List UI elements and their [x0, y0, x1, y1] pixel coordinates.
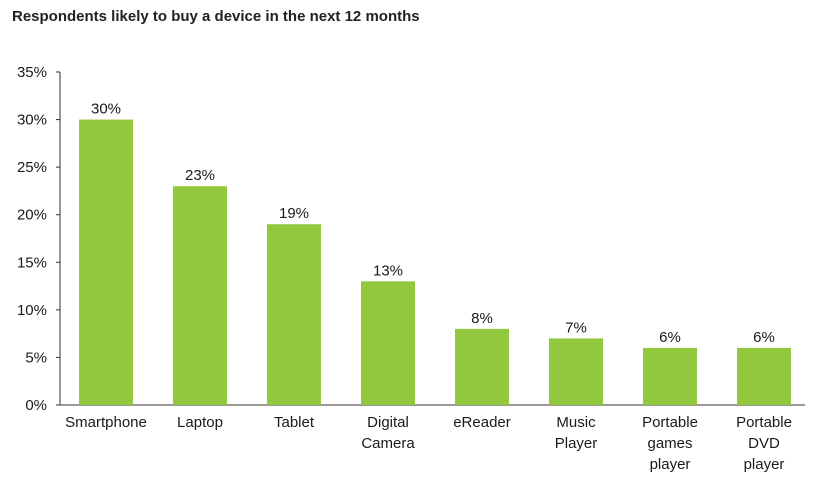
category-label: Music [556, 414, 596, 431]
category-label: Digital [367, 414, 409, 431]
bar [79, 119, 133, 406]
bars [79, 119, 791, 406]
bar [267, 224, 321, 405]
y-tick-label: 10% [17, 302, 47, 319]
chart-title: Respondents likely to buy a device in th… [12, 8, 420, 25]
data-label: 8% [471, 310, 493, 327]
bar [455, 328, 509, 405]
category-label: player [744, 456, 785, 473]
data-label: 19% [279, 205, 309, 222]
bar [549, 338, 603, 405]
category-label: Camera [361, 435, 415, 452]
bar [361, 281, 415, 405]
data-label: 13% [373, 262, 403, 279]
category-label: Portable [642, 414, 698, 431]
data-label: 6% [659, 329, 681, 346]
data-label: 6% [753, 329, 775, 346]
y-tick-label: 20% [17, 207, 47, 224]
y-tick-label: 25% [17, 159, 47, 176]
category-label: Tablet [274, 414, 315, 431]
y-tick-label: 15% [17, 254, 47, 271]
y-tick-label: 35% [17, 64, 47, 81]
data-label: 23% [185, 167, 215, 184]
y-tick-label: 5% [25, 349, 47, 366]
bar [643, 347, 697, 405]
category-label: DVD [748, 435, 780, 452]
bar [173, 186, 227, 405]
category-labels: Smartphone Laptop Tablet Digital Camera eRead… [65, 414, 792, 473]
y-axis: 0% 5% 10% 15% 20% 25% 30% 35% [17, 64, 805, 414]
y-tick-label: 30% [17, 112, 47, 129]
bar [737, 347, 791, 405]
category-label: Laptop [177, 414, 223, 431]
data-labels: 30% 23% 19% 13% 8% 7% 6% 6% [91, 101, 775, 346]
category-label: Player [555, 435, 598, 452]
category-label: eReader [453, 414, 511, 431]
data-label: 30% [91, 101, 121, 118]
category-label: games [647, 435, 692, 452]
y-tick-label: 0% [25, 397, 47, 414]
category-label: player [650, 456, 691, 473]
category-label: Smartphone [65, 414, 147, 431]
data-label: 7% [565, 319, 587, 336]
category-label: Portable [736, 414, 792, 431]
